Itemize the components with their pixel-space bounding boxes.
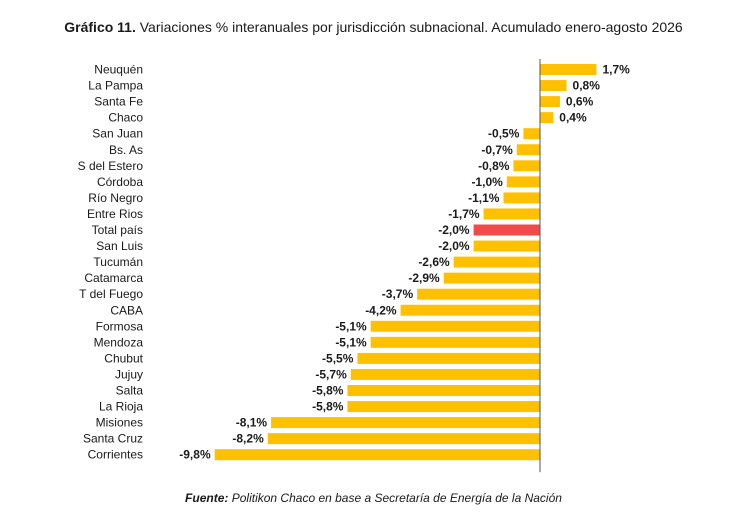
category-label: Entre Rios [87, 207, 143, 221]
data-label: -5,1% [335, 319, 367, 333]
category-label: San Juan [92, 127, 143, 141]
bar [473, 224, 540, 236]
bar [503, 192, 540, 204]
bar [347, 401, 540, 413]
category-label: Catamarca [84, 271, 143, 285]
data-label: -8,2% [232, 432, 264, 446]
category-label: Tucumán [93, 255, 143, 269]
chart-title-prefix: Gráfico 11. [64, 19, 136, 35]
category-label: Formosa [96, 319, 144, 333]
data-label: -5,8% [312, 400, 344, 414]
chart-source: Fuente: Politikon Chaco en base a Secret… [0, 491, 747, 505]
category-label: Salta [116, 384, 144, 398]
chart-title-text: Variaciones % interanuales por jurisdicc… [139, 19, 683, 35]
data-label: -5,8% [312, 384, 344, 398]
category-label: Chaco [108, 111, 143, 125]
bar [271, 417, 540, 429]
category-label: T del Fuego [79, 287, 143, 301]
bar [483, 208, 540, 220]
data-label: -9,8% [179, 448, 211, 462]
bar [540, 112, 554, 124]
bar [540, 64, 597, 75]
category-label: La Pampa [88, 79, 143, 93]
data-label: 0,8% [573, 79, 601, 93]
bar [506, 176, 540, 188]
data-label: -0,7% [481, 143, 513, 157]
data-label: -5,5% [322, 351, 354, 365]
category-label: Córdoba [97, 175, 143, 189]
data-label: 0,4% [559, 111, 587, 125]
bar [523, 128, 540, 140]
bar [540, 80, 567, 92]
data-label: -2,0% [438, 239, 470, 253]
data-label: -8,1% [236, 416, 268, 430]
bar [370, 336, 540, 348]
bar [513, 160, 540, 172]
bar [267, 433, 540, 445]
category-label: Jujuy [115, 367, 143, 381]
data-label: -5,1% [335, 335, 367, 349]
bar [370, 320, 540, 332]
data-label: -2,0% [438, 223, 470, 237]
bar [417, 288, 540, 300]
chart-title: Gráfico 11. Variaciones % interanuales p… [0, 19, 747, 35]
bar [540, 96, 560, 108]
data-label: -1,0% [471, 175, 503, 189]
category-label: Mendoza [94, 335, 144, 349]
data-label: 0,6% [566, 95, 594, 109]
category-label: Bs. As [109, 143, 143, 157]
data-label: -1,7% [448, 207, 480, 221]
data-label: -0,8% [478, 159, 510, 173]
category-label: Corrientes [88, 448, 143, 462]
category-label: Chubut [104, 351, 143, 365]
data-label: -3,7% [382, 287, 414, 301]
data-label: -5,7% [315, 367, 347, 381]
source-text: Politikon Chaco en base a Secretaría de … [231, 491, 562, 505]
category-label: La Rioja [99, 400, 143, 414]
category-label: S del Estero [78, 159, 144, 173]
category-label: Río Negro [88, 191, 143, 205]
bar [516, 144, 540, 156]
data-label: -4,2% [365, 303, 397, 317]
data-label: -0,5% [488, 127, 520, 141]
bar [400, 304, 540, 316]
bar [473, 240, 540, 252]
data-label: -1,1% [468, 191, 500, 205]
category-label: Misiones [96, 416, 143, 430]
category-label: San Luis [96, 239, 143, 253]
category-label: Total país [92, 223, 143, 237]
data-label: -2,9% [408, 271, 440, 285]
category-label: Santa Cruz [83, 432, 143, 446]
bar [350, 368, 540, 380]
bar [214, 449, 540, 461]
bar [443, 272, 540, 284]
category-label: Neuquén [94, 63, 143, 77]
bar [357, 352, 540, 364]
bar [453, 256, 540, 268]
category-label: CABA [110, 303, 143, 317]
data-label: 1,7% [602, 63, 630, 77]
bar [347, 385, 540, 396]
category-label: Santa Fe [94, 95, 143, 109]
source-label: Fuente: [185, 491, 229, 505]
data-label: -2,6% [418, 255, 450, 269]
